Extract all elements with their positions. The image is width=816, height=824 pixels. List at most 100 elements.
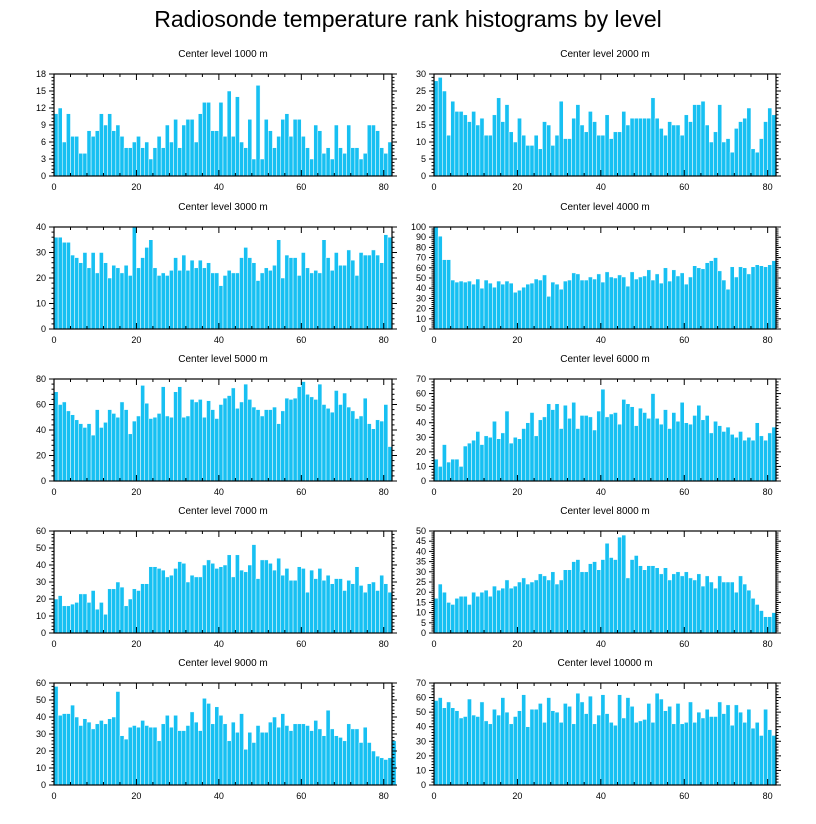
- bar: [546, 403, 552, 482]
- bar: [82, 718, 88, 786]
- bar: [263, 559, 269, 634]
- bar: [119, 586, 125, 634]
- bar: [53, 686, 59, 786]
- bar: [717, 270, 723, 330]
- bar: [446, 461, 451, 482]
- bar: [479, 701, 485, 786]
- chart-title: Center level 2000 m: [560, 49, 650, 60]
- bar: [771, 114, 777, 177]
- bar: [132, 226, 137, 330]
- bar: [111, 588, 117, 634]
- bar: [542, 274, 547, 330]
- bar: [538, 279, 543, 330]
- bar: [567, 138, 572, 177]
- bar: [742, 267, 748, 330]
- y-tick-label: 40: [416, 722, 426, 732]
- bar: [437, 235, 443, 330]
- bar: [177, 270, 183, 330]
- x-tick-label: 60: [296, 639, 306, 649]
- bar: [496, 714, 501, 786]
- y-tick-label: 40: [36, 560, 46, 570]
- bar: [567, 706, 572, 786]
- bar: [202, 698, 207, 786]
- bar: [115, 581, 121, 634]
- bar: [667, 121, 672, 177]
- bar: [433, 598, 439, 634]
- bar: [725, 426, 731, 482]
- bar: [115, 691, 121, 786]
- bar: [218, 404, 224, 482]
- bar: [119, 401, 125, 482]
- bar: [575, 273, 581, 330]
- bar: [107, 409, 112, 482]
- bar: [763, 439, 768, 482]
- bar: [317, 728, 323, 786]
- bar: [433, 226, 439, 330]
- y-tick-label: 90: [416, 232, 426, 242]
- bar: [767, 432, 773, 482]
- bar: [613, 277, 618, 330]
- bar: [517, 581, 522, 634]
- y-tick-label: 10: [416, 608, 426, 618]
- bar: [471, 591, 476, 634]
- bar: [642, 275, 647, 330]
- bar: [617, 694, 622, 786]
- bar: [546, 296, 552, 330]
- y-tick-label: 30: [416, 567, 426, 577]
- bar: [280, 713, 286, 786]
- bar: [729, 581, 735, 634]
- bar: [115, 417, 121, 482]
- bar: [173, 715, 178, 786]
- bar: [517, 710, 522, 786]
- bar: [350, 147, 356, 177]
- bar: [268, 270, 273, 330]
- y-tick-label: 6: [41, 137, 46, 147]
- bar: [588, 695, 593, 786]
- y-tick-label: 0: [421, 780, 426, 790]
- bar: [671, 573, 677, 634]
- bar: [592, 278, 597, 330]
- bar: [771, 260, 777, 330]
- bar: [342, 153, 347, 177]
- bar: [542, 722, 547, 786]
- bar: [86, 423, 92, 482]
- y-tick-label: 30: [416, 736, 426, 746]
- bar: [642, 719, 647, 786]
- bar: [717, 425, 723, 482]
- bar: [742, 117, 748, 177]
- bar: [78, 153, 84, 177]
- bar: [709, 716, 714, 786]
- x-tick-label: 80: [379, 182, 389, 192]
- bar: [288, 257, 294, 330]
- y-tick-label: 0: [41, 780, 46, 790]
- chart-title: Center level 10000 m: [557, 658, 652, 669]
- bar: [671, 269, 677, 330]
- bar: [688, 121, 693, 177]
- bar: [583, 713, 589, 786]
- x-tick-label: 20: [131, 487, 141, 497]
- bar: [767, 616, 773, 634]
- bar: [276, 423, 281, 482]
- bar: [259, 732, 265, 786]
- bar: [512, 437, 518, 482]
- bar: [596, 714, 602, 786]
- bar: [140, 257, 145, 330]
- bar: [683, 422, 689, 482]
- bar: [667, 280, 672, 330]
- bar: [529, 412, 535, 482]
- bar: [383, 583, 389, 634]
- bar: [206, 559, 211, 634]
- y-tick-label: 25: [416, 577, 426, 587]
- bar: [642, 412, 647, 482]
- bar: [638, 276, 643, 330]
- bar: [579, 701, 585, 786]
- bar: [763, 616, 768, 634]
- bar: [667, 579, 672, 634]
- bar: [371, 249, 376, 330]
- bar: [152, 566, 158, 634]
- bar: [156, 568, 162, 634]
- bar: [305, 147, 310, 177]
- bar: [554, 134, 560, 177]
- bar: [696, 711, 702, 786]
- bar: [500, 697, 506, 786]
